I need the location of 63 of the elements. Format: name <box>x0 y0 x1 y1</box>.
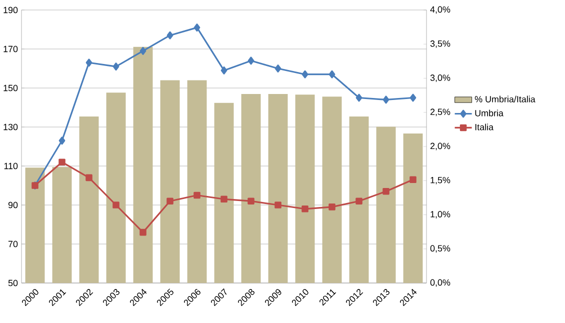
point <box>248 56 254 65</box>
y2-tick-label: 4,0% <box>430 6 450 14</box>
y2-tick-label: 1,0% <box>430 211 450 218</box>
point <box>328 70 336 78</box>
y2-tick-label: 0,0% <box>430 279 450 287</box>
point <box>194 192 200 199</box>
y-tick-label: 190 <box>4 6 18 14</box>
point <box>58 158 66 166</box>
point <box>382 188 390 195</box>
bar <box>268 94 288 283</box>
point <box>220 66 228 74</box>
point <box>274 64 282 72</box>
point <box>356 94 362 102</box>
point <box>356 198 362 204</box>
bar <box>79 116 99 283</box>
point <box>86 174 92 182</box>
bar <box>52 166 72 283</box>
y-tick-label: 130 <box>4 124 18 130</box>
point <box>112 62 120 71</box>
point <box>302 206 308 212</box>
point <box>194 24 200 32</box>
bar <box>160 80 180 283</box>
bar <box>187 80 207 283</box>
point <box>166 198 174 204</box>
point <box>382 96 390 104</box>
bar <box>25 168 45 283</box>
y2-tick-label: 2,0% <box>430 142 450 150</box>
bar <box>322 96 342 283</box>
legend-label: Umbria <box>475 110 504 116</box>
y-tick-label: 150 <box>4 84 18 92</box>
point <box>302 70 308 78</box>
bar <box>349 116 369 283</box>
bar <box>241 94 261 283</box>
point <box>274 202 282 208</box>
y-tick-label: 50 <box>8 280 18 286</box>
bar <box>403 134 423 283</box>
point <box>248 198 254 204</box>
point <box>112 202 120 208</box>
point <box>410 176 416 184</box>
y2-tick-label: 2,5% <box>430 108 450 116</box>
point <box>86 58 92 67</box>
bar <box>214 102 234 283</box>
y-tick-label: 170 <box>4 46 18 52</box>
point <box>328 204 336 210</box>
bar <box>106 92 126 283</box>
point <box>140 46 146 55</box>
y2-tick-label: 0,5% <box>430 245 450 253</box>
point <box>140 228 146 236</box>
y-tick-label: 90 <box>8 202 18 208</box>
point <box>58 136 66 145</box>
bar <box>295 94 315 283</box>
y2-tick-label: 3,0% <box>430 74 450 82</box>
point <box>220 196 228 203</box>
legend-label: Italia <box>475 124 494 130</box>
bar <box>376 126 396 283</box>
y2-tick-label: 1,5% <box>430 176 450 184</box>
y2-tick-label: 3,5% <box>430 40 450 48</box>
point <box>166 31 174 40</box>
y-tick-label: 70 <box>8 240 18 248</box>
bar <box>133 46 153 283</box>
point <box>410 94 416 102</box>
y-tick-label: 110 <box>4 162 18 170</box>
legend-label: % Umbria/Italia <box>474 96 536 102</box>
